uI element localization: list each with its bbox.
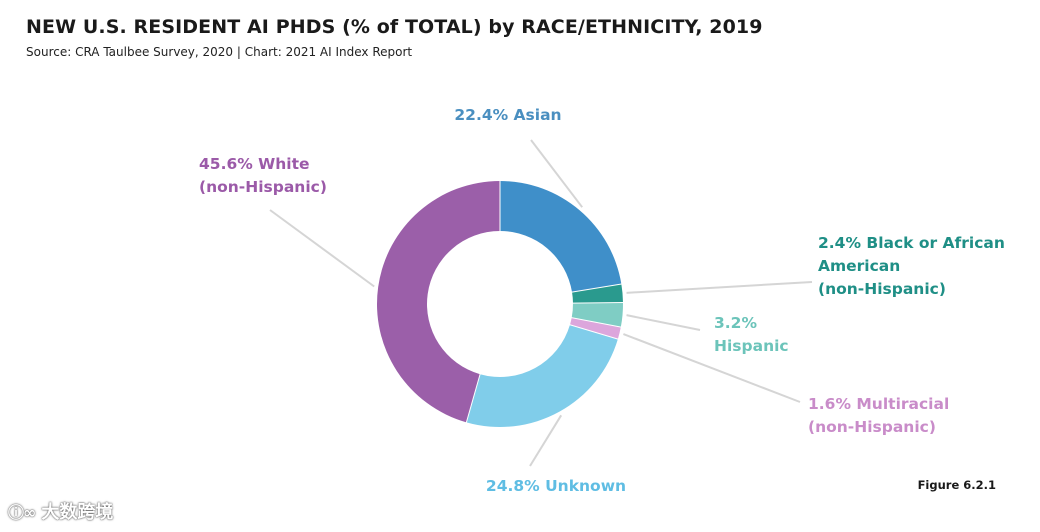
leader-line <box>530 139 583 208</box>
slice-separator <box>465 373 481 424</box>
slice-label: 3.2% Hispanic <box>714 314 789 355</box>
figure-label: Figure 6.2.1 <box>917 478 996 492</box>
chart-subtitle: Source: CRA Taulbee Survey, 2020 | Chart… <box>26 45 413 59</box>
slice-hispanic <box>571 302 623 328</box>
watermark-text: 大数跨境 <box>41 502 114 523</box>
slice-black-or-african-american-non-hispanic <box>572 283 623 304</box>
leader-line <box>626 314 701 331</box>
chart-title: NEW U.S. RESIDENT AI PHDS (% of TOTAL) b… <box>26 16 763 38</box>
slice-white-non-hispanic <box>376 181 500 423</box>
slice-separator <box>570 283 623 293</box>
slice-label: 2.4% Black or African American (non-Hispan… <box>818 234 1005 298</box>
watermark: ⓘ∞ 大数跨境 <box>8 498 113 524</box>
leader-line <box>623 333 801 403</box>
slice-separator <box>571 301 624 304</box>
slice-asian <box>500 181 622 293</box>
slice-label: 45.6% White (non-Hispanic) <box>199 155 327 196</box>
slice-separator <box>570 317 622 328</box>
leader-line <box>626 281 813 294</box>
leader-line <box>529 414 563 467</box>
slice-label: 1.6% Multiracial (non-Hispanic) <box>808 395 949 436</box>
slice-label: 22.4% Asian <box>454 106 561 124</box>
slice-separator <box>568 324 619 340</box>
watermark-logo: ⓘ∞ <box>8 503 36 522</box>
leader-line <box>269 209 375 288</box>
slice-unknown <box>466 324 618 427</box>
slice-label: 24.8% Unknown <box>486 477 626 495</box>
slice-multiracial-non-hispanic <box>569 317 621 340</box>
